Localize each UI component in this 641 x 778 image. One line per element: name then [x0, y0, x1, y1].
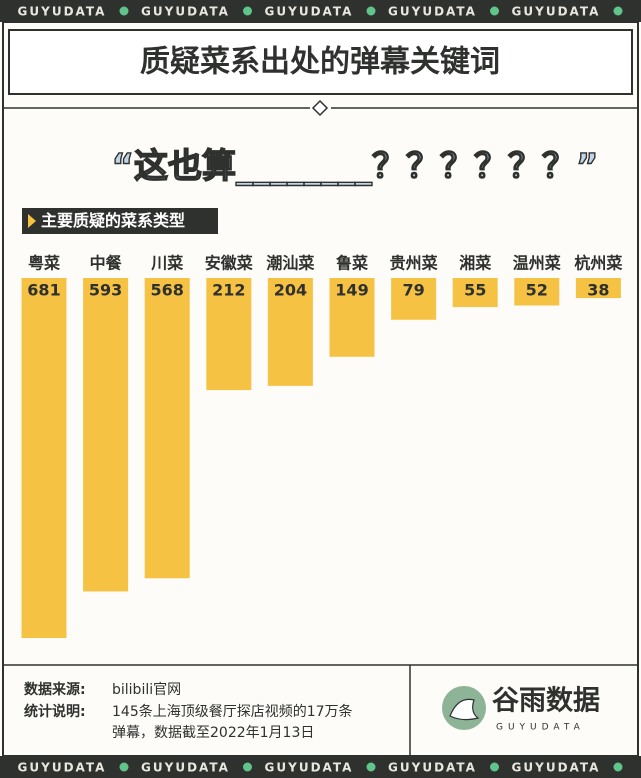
- bar: [452, 278, 498, 308]
- bar: [575, 278, 621, 299]
- value-label: 55: [464, 281, 486, 300]
- bar: [83, 278, 129, 592]
- category-label: 杭州菜: [574, 254, 622, 273]
- section-label: 主要质疑的菜系类型: [41, 211, 185, 230]
- brand-strip-text: GUYUDATA: [265, 761, 354, 775]
- brand-strip-text: GUYUDATA: [512, 761, 601, 775]
- bar: [391, 278, 437, 320]
- diamond: [311, 99, 329, 117]
- strip-dot: [366, 6, 376, 16]
- strip-dot: [490, 762, 499, 772]
- title-box: [8, 29, 633, 95]
- category-label: 粤菜: [28, 254, 60, 273]
- bar: [329, 278, 375, 357]
- category-label: 安徽菜: [205, 254, 253, 273]
- brand-strip-text: GUYUDATA: [18, 761, 107, 775]
- category-label: 湘菜: [459, 254, 491, 273]
- subtitle: “这也算________？？？？？？”: [112, 147, 599, 187]
- logo-icon: [449, 698, 480, 721]
- brand-strip-text: GUYUDATA: [512, 5, 601, 19]
- note-line: 弹幕，数据截至2022年1月13日: [112, 725, 314, 741]
- top-strip: [0, 0, 641, 22]
- brand-strip-text: GUYUDATA: [388, 761, 477, 775]
- note-label: 统计说明:: [24, 703, 86, 720]
- category-label: 中餐: [90, 254, 123, 273]
- brand-strip-text: GUYUDATA: [141, 5, 230, 19]
- value-label: 593: [89, 281, 122, 300]
- category-label: 贵州菜: [390, 254, 438, 273]
- section-icon: [28, 214, 36, 228]
- value-label: 79: [402, 281, 424, 300]
- source-label: 数据来源:: [24, 681, 86, 698]
- brand-strip-text: GUYUDATA: [388, 5, 477, 19]
- chart-title: 质疑菜系出处的弹幕关键词: [140, 45, 500, 80]
- source: bilibili官网: [112, 682, 181, 698]
- note-line: 145条上海顶级餐厅探店视频的17万条: [112, 703, 353, 720]
- bar: [514, 278, 560, 306]
- brand-strip-text: GUYUDATA: [265, 5, 354, 19]
- bottom-strip: [0, 756, 641, 778]
- bar: [144, 278, 190, 579]
- section-label-box: [22, 208, 218, 234]
- value-label: 681: [27, 281, 60, 300]
- strip-dot: [119, 6, 129, 16]
- logo-name: 谷雨数据: [492, 686, 600, 717]
- brand-strip-text: GUYUDATA: [18, 5, 107, 19]
- category-label: 川菜: [150, 254, 183, 273]
- strip-dot: [243, 6, 252, 16]
- brand-strip-text: GUYUDATA: [141, 761, 230, 775]
- value-label: 212: [212, 281, 245, 300]
- bar: [206, 278, 252, 391]
- category-label: 鲁菜: [335, 254, 368, 273]
- category-label: 潮汕菜: [266, 254, 314, 273]
- bar: [21, 278, 67, 638]
- value-label: 149: [335, 281, 368, 300]
- category-label: 温州菜: [512, 254, 561, 273]
- logo-sub: GUYUDATA: [496, 723, 585, 733]
- strip-dot: [243, 762, 252, 772]
- value-label: 204: [274, 281, 307, 300]
- value-label: 52: [526, 281, 548, 300]
- bar: [267, 278, 313, 386]
- value-label: 38: [587, 281, 609, 300]
- strip-dot: [490, 6, 499, 16]
- strip-dot: [366, 762, 376, 772]
- strip-dot: [119, 762, 129, 772]
- value-label: 568: [150, 281, 183, 300]
- strip-dot: [613, 6, 623, 16]
- strip-dot: [613, 762, 623, 772]
